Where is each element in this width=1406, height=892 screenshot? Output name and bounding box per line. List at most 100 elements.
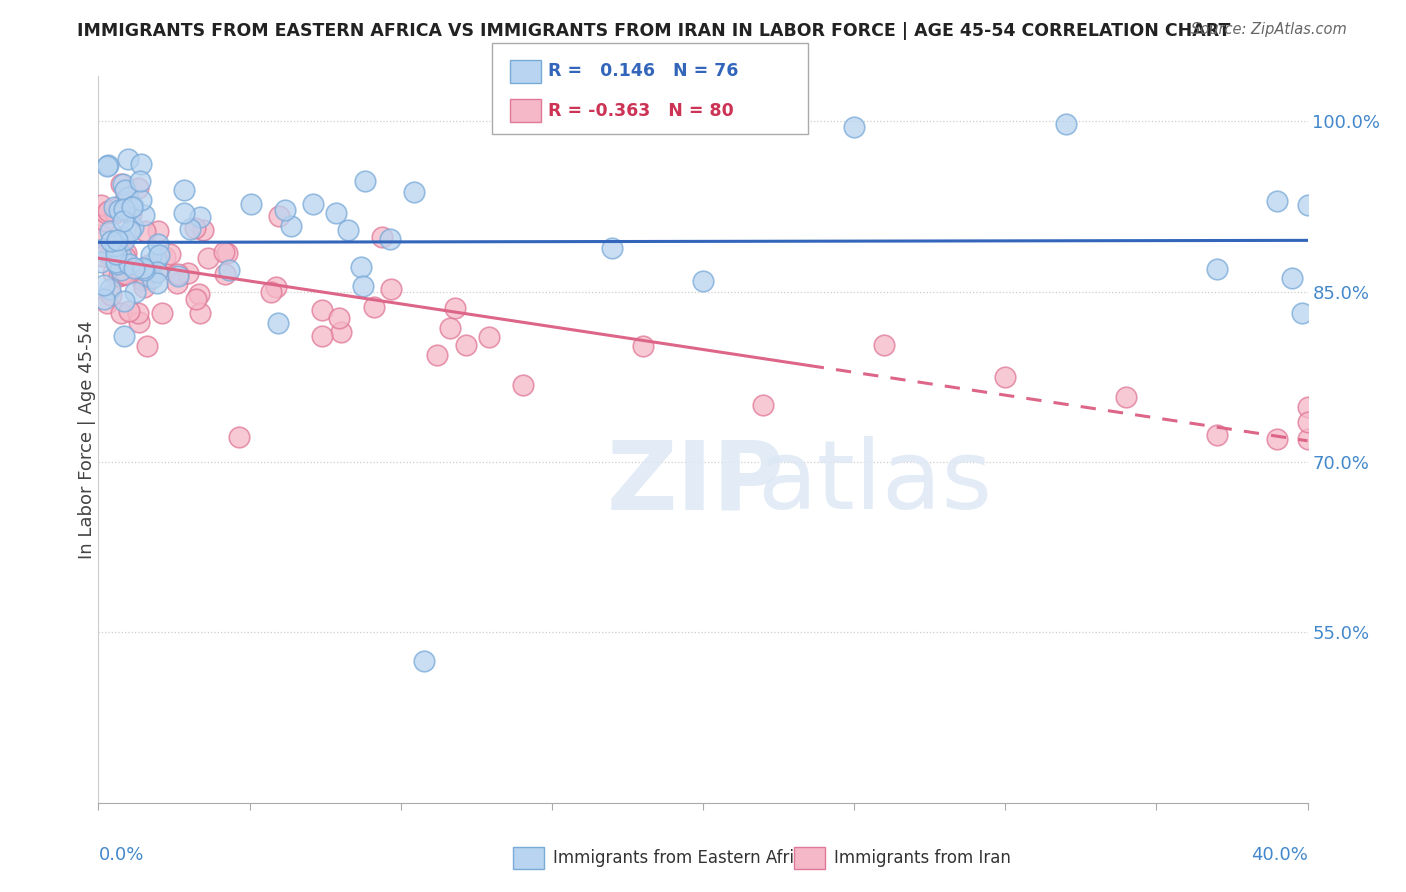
Point: [1206, 261, 1229, 276]
Point: [188, 210, 211, 224]
Point: [107, 257, 129, 271]
Point: [100, 249, 122, 263]
Point: [139, 248, 162, 262]
Point: [1296, 433, 1319, 447]
Point: [94, 206, 117, 220]
Point: [129, 174, 152, 188]
Point: [179, 222, 201, 236]
Point: [104, 205, 127, 219]
Point: [378, 232, 401, 246]
Point: [1267, 194, 1289, 208]
Point: [110, 177, 132, 191]
Point: [134, 224, 156, 238]
Point: [371, 230, 394, 244]
Point: [444, 301, 467, 315]
Point: [132, 260, 155, 275]
Point: [91, 242, 114, 256]
Point: [1296, 415, 1319, 429]
Point: [117, 190, 139, 204]
Point: [353, 174, 375, 188]
Point: [329, 325, 352, 339]
Point: [692, 274, 714, 288]
Point: [177, 266, 200, 280]
Point: [107, 202, 129, 217]
Point: [121, 220, 143, 235]
Point: [115, 245, 138, 260]
Point: [108, 268, 131, 283]
Point: [215, 245, 238, 260]
Point: [873, 337, 896, 351]
Point: [114, 267, 136, 281]
Point: [131, 157, 153, 171]
Point: [131, 273, 153, 287]
Point: [117, 152, 139, 166]
Point: [239, 197, 262, 211]
Point: [111, 268, 134, 283]
Point: [111, 214, 134, 228]
Point: [105, 255, 128, 269]
Point: [994, 370, 1017, 384]
Point: [146, 265, 169, 279]
Point: [124, 285, 146, 299]
Point: [128, 315, 150, 329]
Point: [90, 228, 112, 243]
Point: [129, 194, 152, 208]
Point: [118, 224, 141, 238]
Point: [118, 304, 141, 318]
Point: [103, 266, 125, 280]
Point: [844, 120, 866, 134]
Point: [96, 296, 118, 310]
Point: [280, 219, 302, 234]
Point: [97, 248, 120, 262]
Point: [412, 654, 434, 668]
Point: [118, 257, 141, 271]
Point: [146, 236, 169, 251]
Point: [311, 329, 333, 343]
Point: [269, 209, 291, 223]
Point: [100, 288, 122, 302]
Point: [90, 255, 112, 269]
Point: [602, 242, 624, 256]
Point: [184, 293, 207, 307]
Point: [104, 239, 127, 253]
Point: [631, 339, 654, 353]
Point: [752, 398, 775, 412]
Point: [214, 267, 236, 281]
Point: [1206, 428, 1229, 442]
Point: [1267, 433, 1289, 447]
Point: [138, 258, 160, 272]
Point: [173, 206, 195, 220]
Text: R =   0.146   N = 76: R = 0.146 N = 76: [548, 62, 738, 80]
Point: [115, 190, 138, 204]
Point: [122, 260, 145, 275]
Point: [132, 263, 155, 277]
Point: [302, 197, 325, 211]
Text: Source: ZipAtlas.com: Source: ZipAtlas.com: [1191, 22, 1347, 37]
Point: [218, 263, 240, 277]
Point: [173, 183, 195, 197]
Point: [120, 206, 142, 220]
Point: [1115, 390, 1137, 404]
Point: [114, 183, 136, 197]
Point: [352, 278, 374, 293]
Point: [97, 204, 120, 219]
Point: [426, 348, 449, 362]
Point: [103, 238, 125, 252]
Point: [110, 263, 132, 277]
Point: [103, 200, 125, 214]
Point: [167, 267, 190, 281]
Point: [141, 270, 163, 285]
Point: [153, 250, 176, 264]
Point: [454, 338, 477, 352]
Point: [91, 249, 114, 263]
Point: [148, 248, 170, 262]
Point: [1291, 306, 1313, 320]
Point: [96, 159, 118, 173]
Point: [132, 279, 155, 293]
Point: [146, 264, 169, 278]
Point: [274, 203, 297, 218]
Point: [512, 378, 534, 392]
Point: [108, 258, 131, 272]
Point: [114, 250, 136, 264]
Point: [107, 233, 129, 247]
